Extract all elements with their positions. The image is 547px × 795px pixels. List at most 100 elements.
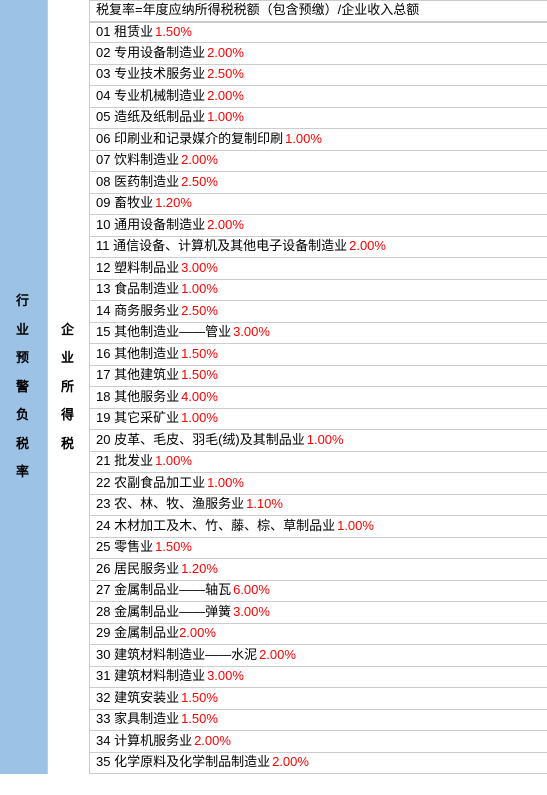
row-rate: 2.00% bbox=[181, 152, 218, 169]
row-label: 19 其它采矿业 bbox=[96, 410, 179, 427]
table-row: 19 其它采矿业 1.00% bbox=[90, 409, 547, 431]
table-row: 10 通用设备制造业 2.00% bbox=[90, 215, 547, 237]
table-row: 07 饮料制造业 2.00% bbox=[90, 151, 547, 173]
row-rate: 6.00% bbox=[233, 582, 270, 599]
table-row: 26 居民服务业 1.20% bbox=[90, 559, 547, 581]
tax-rate-table: 行业预警负税率 企业所得税 税复率=年度应纳所得税税额（包含预缴）/企业收入总额… bbox=[0, 0, 547, 774]
row-label: 31 建筑材料制造业 bbox=[96, 668, 205, 685]
row-label: 09 畜牧业 bbox=[96, 195, 153, 212]
table-row: 15 其他制造业——管业 3.00% bbox=[90, 323, 547, 345]
row-rate: 1.50% bbox=[181, 690, 218, 707]
row-label: 33 家具制造业 bbox=[96, 711, 179, 728]
table-row: 21 批发业 1.00% bbox=[90, 452, 547, 474]
row-label: 23 农、林、牧、渔服务业 bbox=[96, 496, 244, 513]
row-label: 34 计算机服务业 bbox=[96, 733, 192, 750]
row-label: 22 农副食品加工业 bbox=[96, 475, 205, 492]
row-rate: 1.00% bbox=[155, 453, 192, 470]
row-rate: 1.00% bbox=[207, 475, 244, 492]
row-rate: 2.00% bbox=[259, 647, 296, 664]
table-row: 34 计算机服务业 2.00% bbox=[90, 731, 547, 753]
row-label: 20 皮革、毛皮、羽毛(绒)及其制品业 bbox=[96, 432, 305, 449]
row-label: 24 木材加工及木、竹、藤、棕、草制品业 bbox=[96, 518, 335, 535]
table-row: 06 印刷业和记录媒介的复制印刷 1.00% bbox=[90, 129, 547, 151]
table-row: 35 化学原料及化学制品制造业 2.00% bbox=[90, 753, 547, 775]
table-row: 05 造纸及纸制品业 1.00% bbox=[90, 108, 547, 130]
table-row: 25 零售业 1.50% bbox=[90, 538, 547, 560]
table-row: 04 专业机械制造业 2.00% bbox=[90, 86, 547, 108]
row-label: 14 商务服务业 bbox=[96, 303, 179, 320]
row-rate: 1.50% bbox=[181, 711, 218, 728]
row-rate: 1.50% bbox=[181, 367, 218, 384]
table-row: 11 通信设备、计算机及其他电子设备制造业 2.00% bbox=[90, 237, 547, 259]
table-row: 12 塑料制品业 3.00% bbox=[90, 258, 547, 280]
row-rate: 3.00% bbox=[233, 324, 270, 341]
table-row: 09 畜牧业 1.20% bbox=[90, 194, 547, 216]
row-rate: 2.00% bbox=[207, 45, 244, 62]
formula-text: 税复率=年度应纳所得税税额（包含预缴）/企业收入总额 bbox=[96, 2, 419, 19]
table-row: 01 租赁业 1.50% bbox=[90, 22, 547, 44]
row-label: 07 饮料制造业 bbox=[96, 152, 179, 169]
row-label: 08 医药制造业 bbox=[96, 174, 179, 191]
table-row: 23 农、林、牧、渔服务业 1.10% bbox=[90, 495, 547, 517]
row-rate: 1.50% bbox=[155, 539, 192, 556]
row-label: 01 租赁业 bbox=[96, 24, 153, 41]
table-row: 13 食品制造业 1.00% bbox=[90, 280, 547, 302]
row-rate: 2.00% bbox=[194, 733, 231, 750]
row-rate: 2.50% bbox=[181, 174, 218, 191]
row-rate: 1.00% bbox=[181, 281, 218, 298]
data-column: 税复率=年度应纳所得税税额（包含预缴）/企业收入总额 01 租赁业 1.50%0… bbox=[90, 0, 547, 774]
row-label: 32 建筑安装业 bbox=[96, 690, 179, 707]
row-label: 03 专业技术服务业 bbox=[96, 66, 205, 83]
table-row: 30 建筑材料制造业——水泥 2.00% bbox=[90, 645, 547, 667]
row-rate: 2.00% bbox=[349, 238, 386, 255]
row-label: 10 通用设备制造业 bbox=[96, 217, 205, 234]
table-row: 32 建筑安装业 1.50% bbox=[90, 688, 547, 710]
row-rate: 1.00% bbox=[285, 131, 322, 148]
row-label: 27 金属制品业——轴瓦 bbox=[96, 582, 231, 599]
row-label: 12 塑料制品业 bbox=[96, 260, 179, 277]
tax-type-column: 企业所得税 bbox=[48, 0, 90, 774]
row-label: 25 零售业 bbox=[96, 539, 153, 556]
row-rate: 4.00% bbox=[181, 389, 218, 406]
table-row: 28 金属制品业——弹簧 3.00% bbox=[90, 602, 547, 624]
table-row: 17 其他建筑业 1.50% bbox=[90, 366, 547, 388]
table-row: 20 皮革、毛皮、羽毛(绒)及其制品业 1.00% bbox=[90, 430, 547, 452]
category-label: 行业预警负税率 bbox=[12, 287, 35, 487]
row-label: 30 建筑材料制造业——水泥 bbox=[96, 647, 257, 664]
right-section: 企业所得税 税复率=年度应纳所得税税额（包含预缴）/企业收入总额 01 租赁业 … bbox=[48, 0, 547, 774]
table-row: 24 木材加工及木、竹、藤、棕、草制品业 1.00% bbox=[90, 516, 547, 538]
row-label: 04 专业机械制造业 bbox=[96, 88, 205, 105]
row-label: 21 批发业 bbox=[96, 453, 153, 470]
category-column: 行业预警负税率 bbox=[0, 0, 48, 774]
row-rate: 1.10% bbox=[246, 496, 283, 513]
row-rate: 1.50% bbox=[181, 346, 218, 363]
row-rate: 2.00% bbox=[272, 754, 309, 771]
row-label: 02 专用设备制造业 bbox=[96, 45, 205, 62]
row-label: 16 其他制造业 bbox=[96, 346, 179, 363]
row-rate: 1.00% bbox=[181, 410, 218, 427]
row-rate: 1.00% bbox=[337, 518, 374, 535]
table-row: 33 家具制造业 1.50% bbox=[90, 710, 547, 732]
row-rate: 2.00% bbox=[207, 217, 244, 234]
row-label: 35 化学原料及化学制品制造业 bbox=[96, 754, 270, 771]
row-rate: 1.50% bbox=[155, 24, 192, 41]
row-label: 15 其他制造业——管业 bbox=[96, 324, 231, 341]
row-rate: 1.00% bbox=[207, 109, 244, 126]
row-label: 13 食品制造业 bbox=[96, 281, 179, 298]
table-row: 08 医药制造业 2.50% bbox=[90, 172, 547, 194]
table-row: 18 其他服务业 4.00% bbox=[90, 387, 547, 409]
row-label: 28 金属制品业——弹簧 bbox=[96, 604, 231, 621]
row-label: 06 印刷业和记录媒介的复制印刷 bbox=[96, 131, 283, 148]
row-label: 26 居民服务业 bbox=[96, 561, 179, 578]
table-row: 02 专用设备制造业 2.00% bbox=[90, 43, 547, 65]
row-rate: 2.00% bbox=[179, 625, 216, 642]
row-label: 11 通信设备、计算机及其他电子设备制造业 bbox=[96, 238, 347, 255]
row-label: 17 其他建筑业 bbox=[96, 367, 179, 384]
row-label: 05 造纸及纸制品业 bbox=[96, 109, 205, 126]
table-row: 22 农副食品加工业 1.00% bbox=[90, 473, 547, 495]
row-rate: 3.00% bbox=[181, 260, 218, 277]
table-row: 14 商务服务业 2.50% bbox=[90, 301, 547, 323]
row-rate: 2.00% bbox=[207, 88, 244, 105]
formula-header: 税复率=年度应纳所得税税额（包含预缴）/企业收入总额 bbox=[90, 0, 547, 22]
table-row: 29 金属制品业2.00% bbox=[90, 624, 547, 646]
